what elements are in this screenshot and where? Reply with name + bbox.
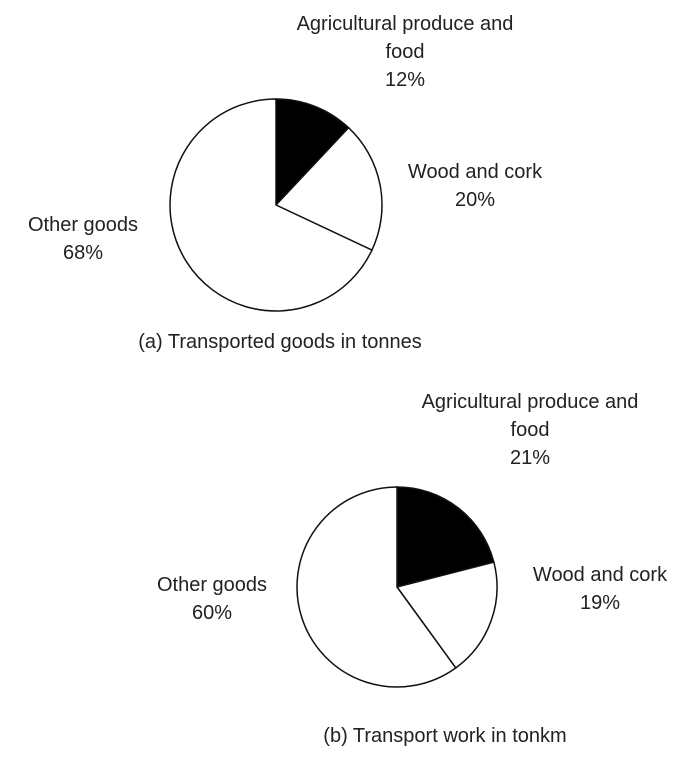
slice-label: Wood and cork bbox=[532, 564, 668, 586]
value-label: 60% bbox=[191, 602, 233, 624]
chart-caption: (b) Transport work in tonkm bbox=[323, 725, 567, 747]
value-label: 19% bbox=[579, 592, 621, 614]
slice-label: Agricultural produce and food bbox=[421, 391, 639, 441]
slice-label: Other goods bbox=[27, 214, 139, 236]
pie-slice bbox=[296, 486, 457, 688]
slice-label: Wood and cork bbox=[407, 161, 543, 183]
value-label: 21% bbox=[509, 447, 551, 469]
chart-caption: (a) Transported goods in tonnes bbox=[138, 331, 422, 353]
value-label: 68% bbox=[62, 242, 104, 264]
pie-slice bbox=[395, 561, 498, 669]
pie-slice bbox=[169, 98, 373, 312]
slice-label: Other goods bbox=[156, 574, 268, 596]
slice-label: Agricultural produce and food bbox=[296, 13, 514, 63]
pie-slice bbox=[275, 98, 350, 207]
value-label: 20% bbox=[454, 189, 496, 211]
pie-slice bbox=[274, 126, 383, 252]
pie-slice bbox=[396, 486, 495, 588]
value-label: 12% bbox=[384, 69, 426, 91]
